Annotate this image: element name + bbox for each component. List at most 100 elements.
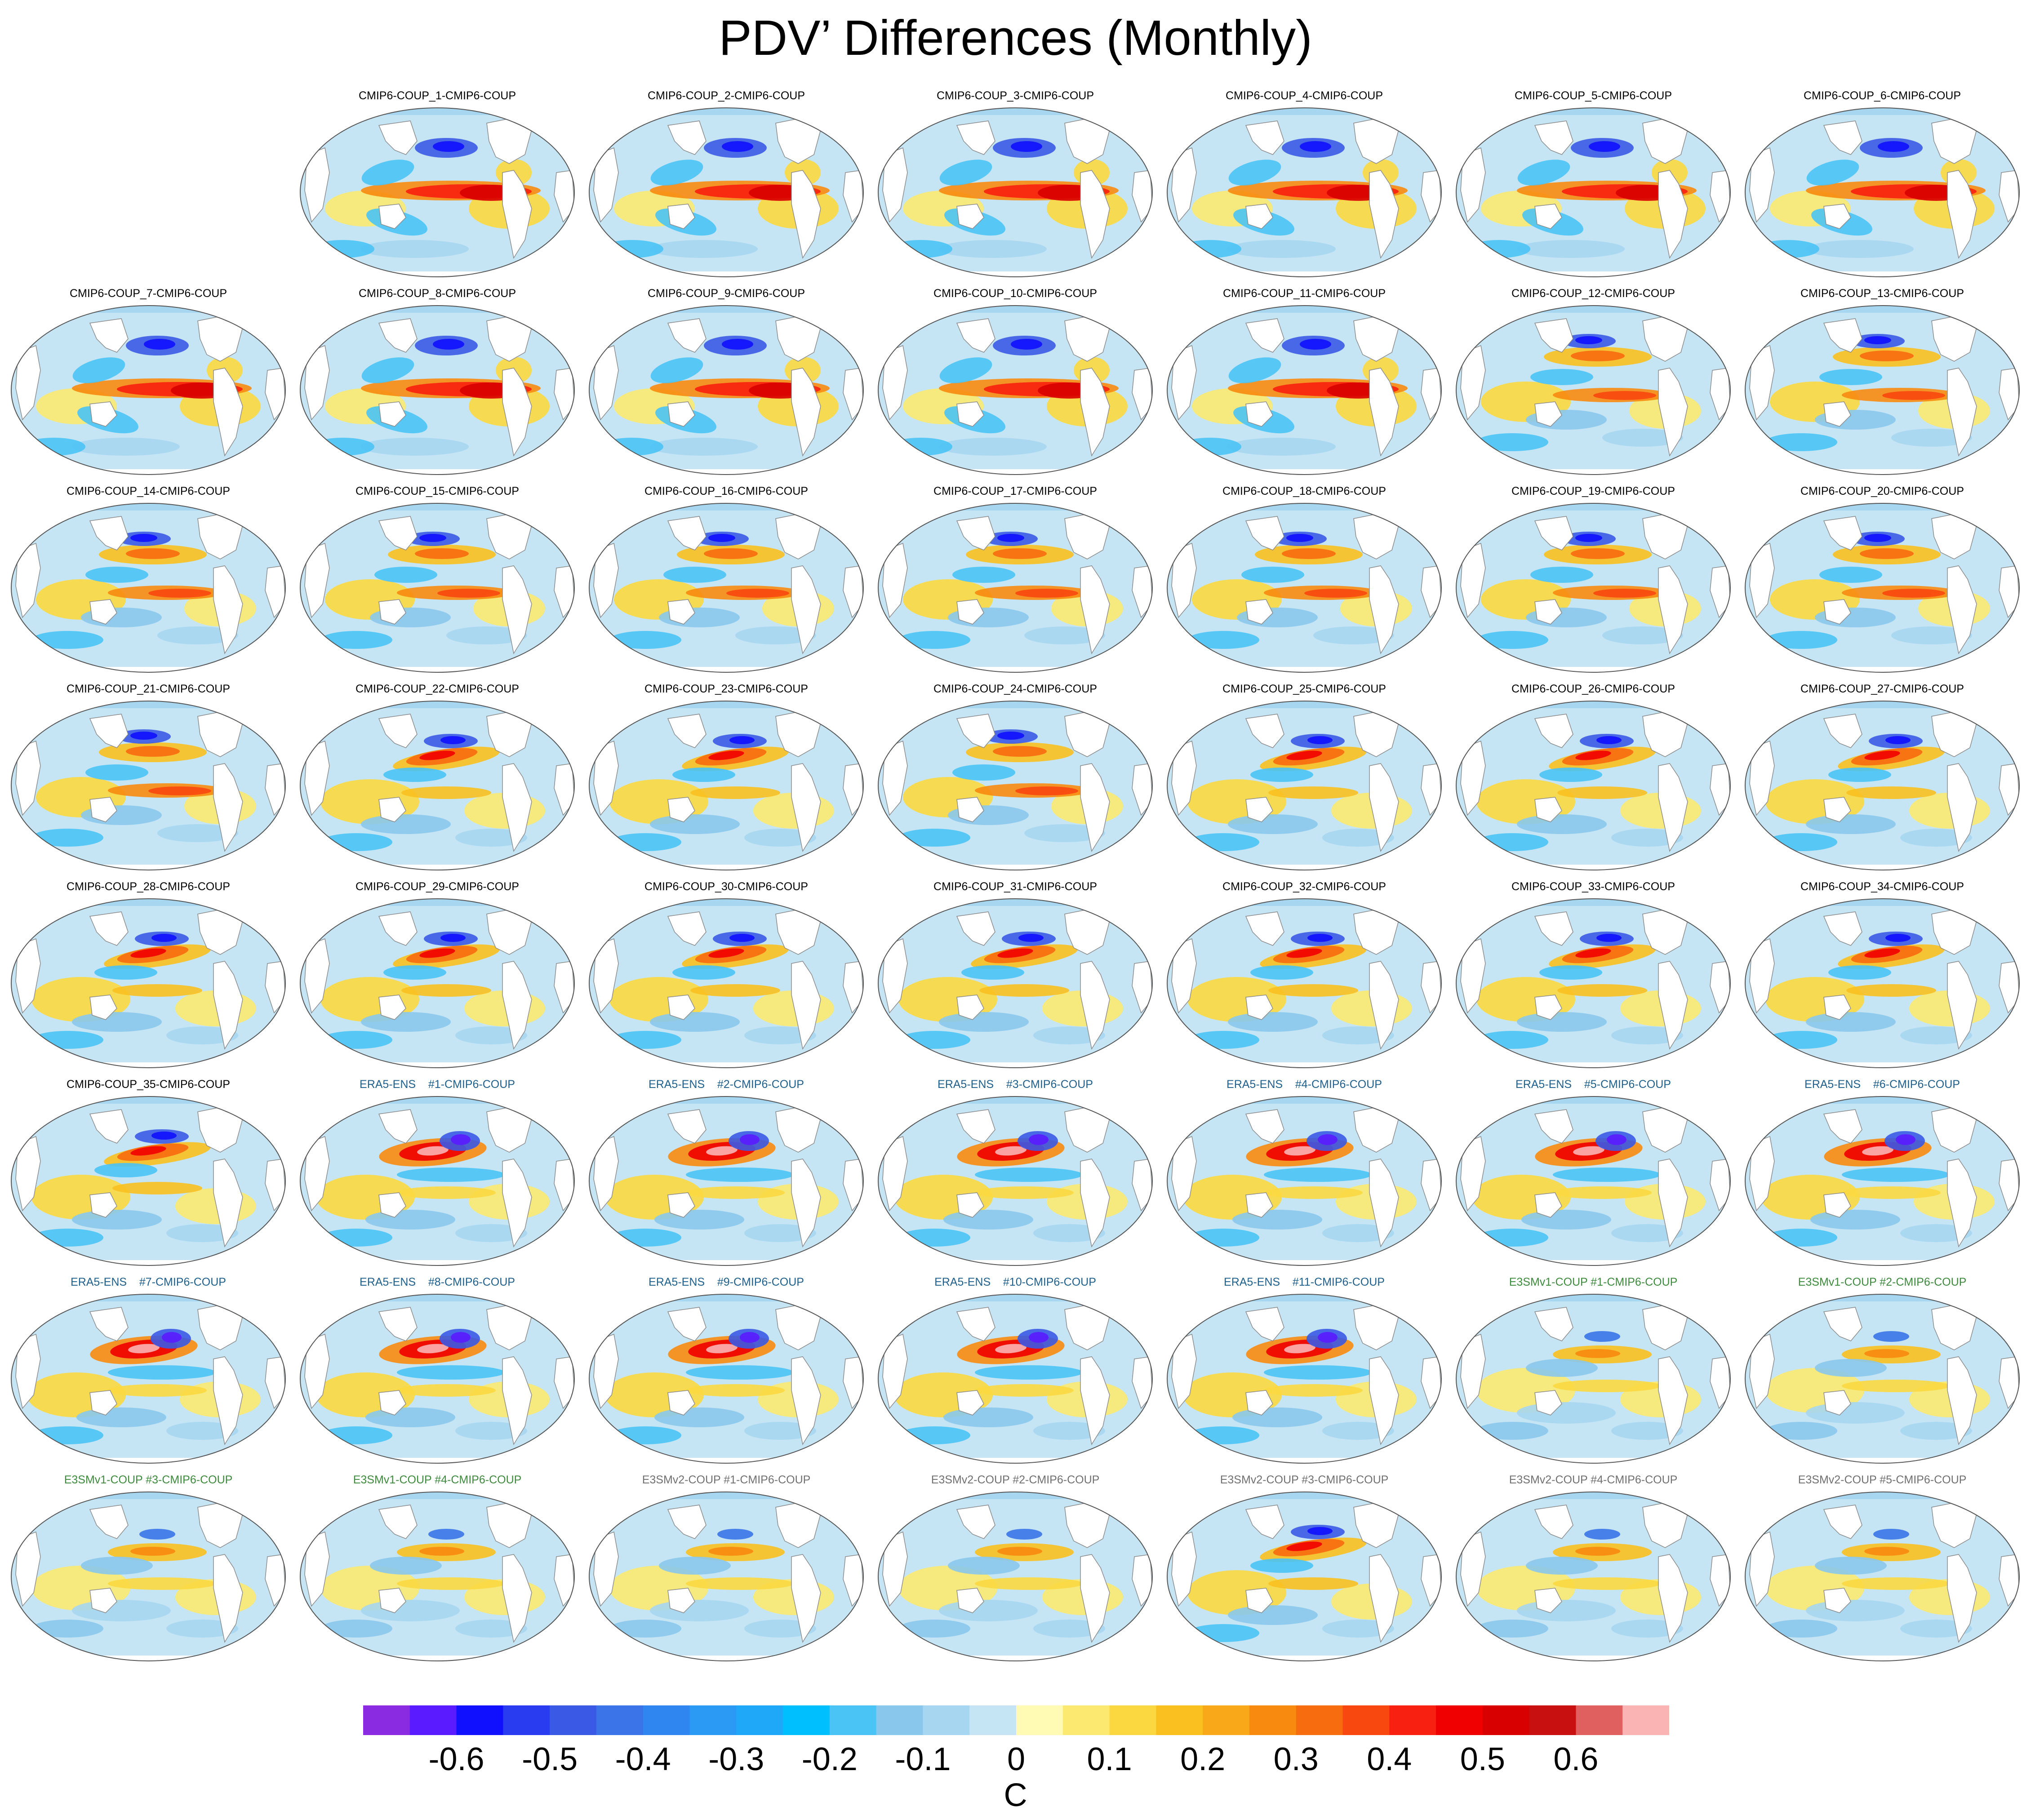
panel-title: CMIP6-COUP_1-CMIP6-COUP xyxy=(358,89,516,102)
colorbar-swatch xyxy=(1296,1705,1343,1735)
colorbar-swatch xyxy=(969,1705,1017,1735)
map-panel: CMIP6-COUP_8-CMIP6-COUP xyxy=(298,287,577,478)
colorbar-swatch xyxy=(829,1705,877,1735)
map-panel: E3SMv2-COUP #4-CMIP6-COUP xyxy=(1454,1473,1733,1664)
colorbar-tick-label: -0.2 xyxy=(801,1741,858,1777)
panel-title: E3SMv1-COUP #3-CMIP6-COUP xyxy=(64,1474,233,1486)
map-panel: E3SMv1-COUP #2-CMIP6-COUP xyxy=(1743,1275,2022,1466)
colorbar-swatch xyxy=(643,1705,690,1735)
panel-title: CMIP6-COUP_19-CMIP6-COUP xyxy=(1511,485,1675,497)
global-map xyxy=(1745,1492,2020,1661)
global-map xyxy=(1456,898,1731,1068)
colorbar-swatch xyxy=(1622,1705,1669,1735)
global-map xyxy=(11,305,286,475)
colorbar-swatch xyxy=(1062,1705,1110,1735)
colorbar-tick-label: 0 xyxy=(1007,1741,1026,1777)
global-map xyxy=(300,107,575,277)
map-panel: CMIP6-COUP_24-CMIP6-COUP xyxy=(876,682,1155,873)
panel-title: CMIP6-COUP_22-CMIP6-COUP xyxy=(356,683,519,695)
global-map xyxy=(589,701,864,870)
colorbar-swatch xyxy=(1529,1705,1576,1735)
map-panel: ERA5-ENS #2-CMIP6-COUP xyxy=(587,1078,866,1269)
global-map xyxy=(300,1096,575,1266)
colorbar-swatch xyxy=(409,1705,457,1735)
panel-title: ERA5-ENS #11-CMIP6-COUP xyxy=(1224,1276,1385,1288)
map-panel: ERA5-ENS #5-CMIP6-COUP xyxy=(1454,1078,1733,1269)
panel-title: CMIP6-COUP_11-CMIP6-COUP xyxy=(1222,287,1386,300)
colorbar-tick-label: 0.1 xyxy=(1087,1741,1132,1777)
panel-title: E3SMv2-COUP #5-CMIP6-COUP xyxy=(1798,1474,1967,1486)
panel-title: CMIP6-COUP_13-CMIP6-COUP xyxy=(1800,287,1964,300)
map-panel: CMIP6-COUP_34-CMIP6-COUP xyxy=(1743,880,2022,1071)
global-map xyxy=(589,503,864,673)
global-map xyxy=(878,107,1153,277)
map-panel: E3SMv1-COUP #1-CMIP6-COUP xyxy=(1454,1275,1733,1466)
colorbar-tick-label: 0.2 xyxy=(1180,1741,1226,1777)
global-map xyxy=(300,503,575,673)
colorbar-swatch xyxy=(689,1705,737,1735)
panel-title: CMIP6-COUP_10-CMIP6-COUP xyxy=(933,287,1097,300)
global-map xyxy=(589,107,864,277)
panel-title: ERA5-ENS #5-CMIP6-COUP xyxy=(1515,1078,1671,1091)
global-map xyxy=(1456,701,1731,870)
global-map xyxy=(1456,1492,1731,1661)
map-panel: CMIP6-COUP_20-CMIP6-COUP xyxy=(1743,484,2022,675)
global-map xyxy=(11,1492,286,1661)
global-map xyxy=(300,1492,575,1661)
panel-title: ERA5-ENS #2-CMIP6-COUP xyxy=(649,1078,804,1091)
panel-title: CMIP6-COUP_33-CMIP6-COUP xyxy=(1511,880,1675,893)
map-panel: CMIP6-COUP_12-CMIP6-COUP xyxy=(1454,287,1733,478)
panel-title: CMIP6-COUP_35-CMIP6-COUP xyxy=(67,1078,230,1091)
map-panel: CMIP6-COUP_32-CMIP6-COUP xyxy=(1165,880,1444,1071)
global-map xyxy=(878,1096,1153,1266)
panel-title: E3SMv1-COUP #1-CMIP6-COUP xyxy=(1509,1276,1678,1288)
panel-title: ERA5-ENS #8-CMIP6-COUP xyxy=(360,1276,515,1288)
panel-title: ERA5-ENS #3-CMIP6-COUP xyxy=(938,1078,1093,1091)
map-panel: CMIP6-COUP_2-CMIP6-COUP xyxy=(587,89,866,280)
global-map xyxy=(1167,305,1442,475)
map-panel: CMIP6-COUP_3-CMIP6-COUP xyxy=(876,89,1155,280)
map-panel: CMIP6-COUP_15-CMIP6-COUP xyxy=(298,484,577,675)
panel-title: E3SMv1-COUP #2-CMIP6-COUP xyxy=(1798,1276,1967,1288)
map-panel: ERA5-ENS #10-CMIP6-COUP xyxy=(876,1275,1155,1466)
colorbar-tick-label: -0.1 xyxy=(895,1741,951,1777)
colorbar-swatch xyxy=(1482,1705,1530,1735)
colorbar-swatch xyxy=(363,1705,410,1735)
global-map xyxy=(878,1294,1153,1464)
colorbar-swatch xyxy=(1342,1705,1390,1735)
panel-title: CMIP6-COUP_6-CMIP6-COUP xyxy=(1803,89,1961,102)
map-panel: CMIP6-COUP_13-CMIP6-COUP xyxy=(1743,287,2022,478)
global-map xyxy=(1167,701,1442,870)
panel-title: CMIP6-COUP_30-CMIP6-COUP xyxy=(644,880,808,893)
map-panel: CMIP6-COUP_18-CMIP6-COUP xyxy=(1165,484,1444,675)
panel-title: CMIP6-COUP_5-CMIP6-COUP xyxy=(1514,89,1672,102)
panel-title: ERA5-ENS #1-CMIP6-COUP xyxy=(360,1078,515,1091)
panel-title: CMIP6-COUP_18-CMIP6-COUP xyxy=(1222,485,1386,497)
map-panel: CMIP6-COUP_30-CMIP6-COUP xyxy=(587,880,866,1071)
colorbar-swatch xyxy=(876,1705,923,1735)
global-map xyxy=(300,898,575,1068)
global-map xyxy=(878,1492,1153,1661)
map-panel: CMIP6-COUP_33-CMIP6-COUP xyxy=(1454,880,1733,1071)
map-panel: CMIP6-COUP_26-CMIP6-COUP xyxy=(1454,682,1733,873)
colorbar-swatch xyxy=(503,1705,550,1735)
colorbar-tick-label: 0.6 xyxy=(1553,1741,1599,1777)
global-map xyxy=(1745,503,2020,673)
colorbar-swatch xyxy=(550,1705,597,1735)
colorbar-tick-label: 0.4 xyxy=(1367,1741,1412,1777)
panel-title: CMIP6-COUP_2-CMIP6-COUP xyxy=(647,89,805,102)
map-panel: CMIP6-COUP_29-CMIP6-COUP xyxy=(298,880,577,1071)
colorbar-tick-label: -0.5 xyxy=(522,1741,578,1777)
map-panel: CMIP6-COUP_19-CMIP6-COUP xyxy=(1454,484,1733,675)
map-panel: ERA5-ENS #7-CMIP6-COUP xyxy=(9,1275,288,1466)
global-map xyxy=(1456,1294,1731,1464)
global-map xyxy=(878,305,1153,475)
panel-title: CMIP6-COUP_4-CMIP6-COUP xyxy=(1225,89,1383,102)
map-panel: CMIP6-COUP_5-CMIP6-COUP xyxy=(1454,89,1733,280)
map-panel: CMIP6-COUP_14-CMIP6-COUP xyxy=(9,484,288,675)
global-map xyxy=(300,701,575,870)
panel-title: CMIP6-COUP_26-CMIP6-COUP xyxy=(1511,683,1675,695)
map-panel: ERA5-ENS #4-CMIP6-COUP xyxy=(1165,1078,1444,1269)
colorbar-swatch xyxy=(923,1705,970,1735)
global-map xyxy=(878,503,1153,673)
